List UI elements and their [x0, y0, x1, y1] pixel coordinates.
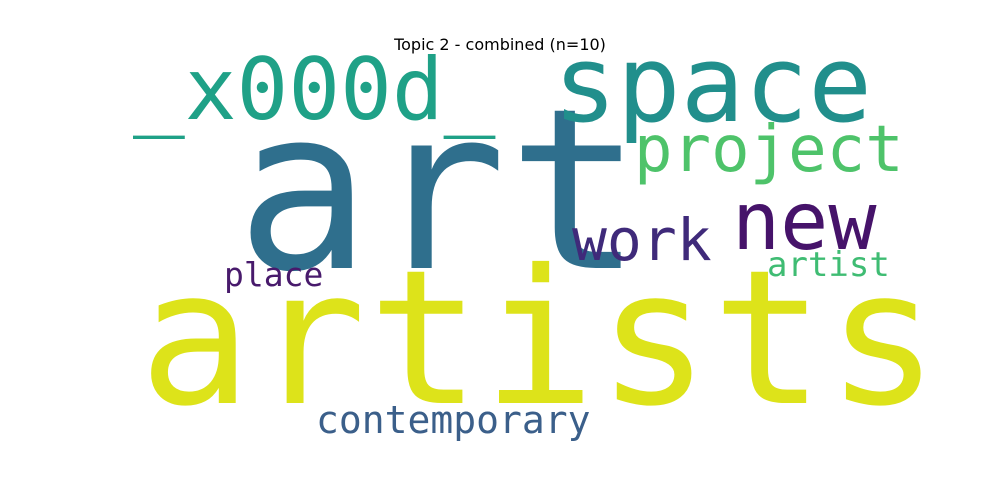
word-work: work — [572, 206, 712, 274]
word-artists: artists — [139, 230, 942, 448]
word-new: new — [732, 175, 877, 268]
word-art: art — [236, 60, 644, 321]
word-space: space — [553, 23, 873, 146]
word-x000d: _x000d_ — [133, 40, 496, 140]
word-place: place — [224, 255, 324, 294]
word-artist: artist — [767, 245, 890, 285]
word-project: project — [634, 113, 904, 187]
word-contemporary: contemporary — [316, 398, 591, 442]
figure-title: Topic 2 - combined (n=10) — [394, 35, 606, 54]
